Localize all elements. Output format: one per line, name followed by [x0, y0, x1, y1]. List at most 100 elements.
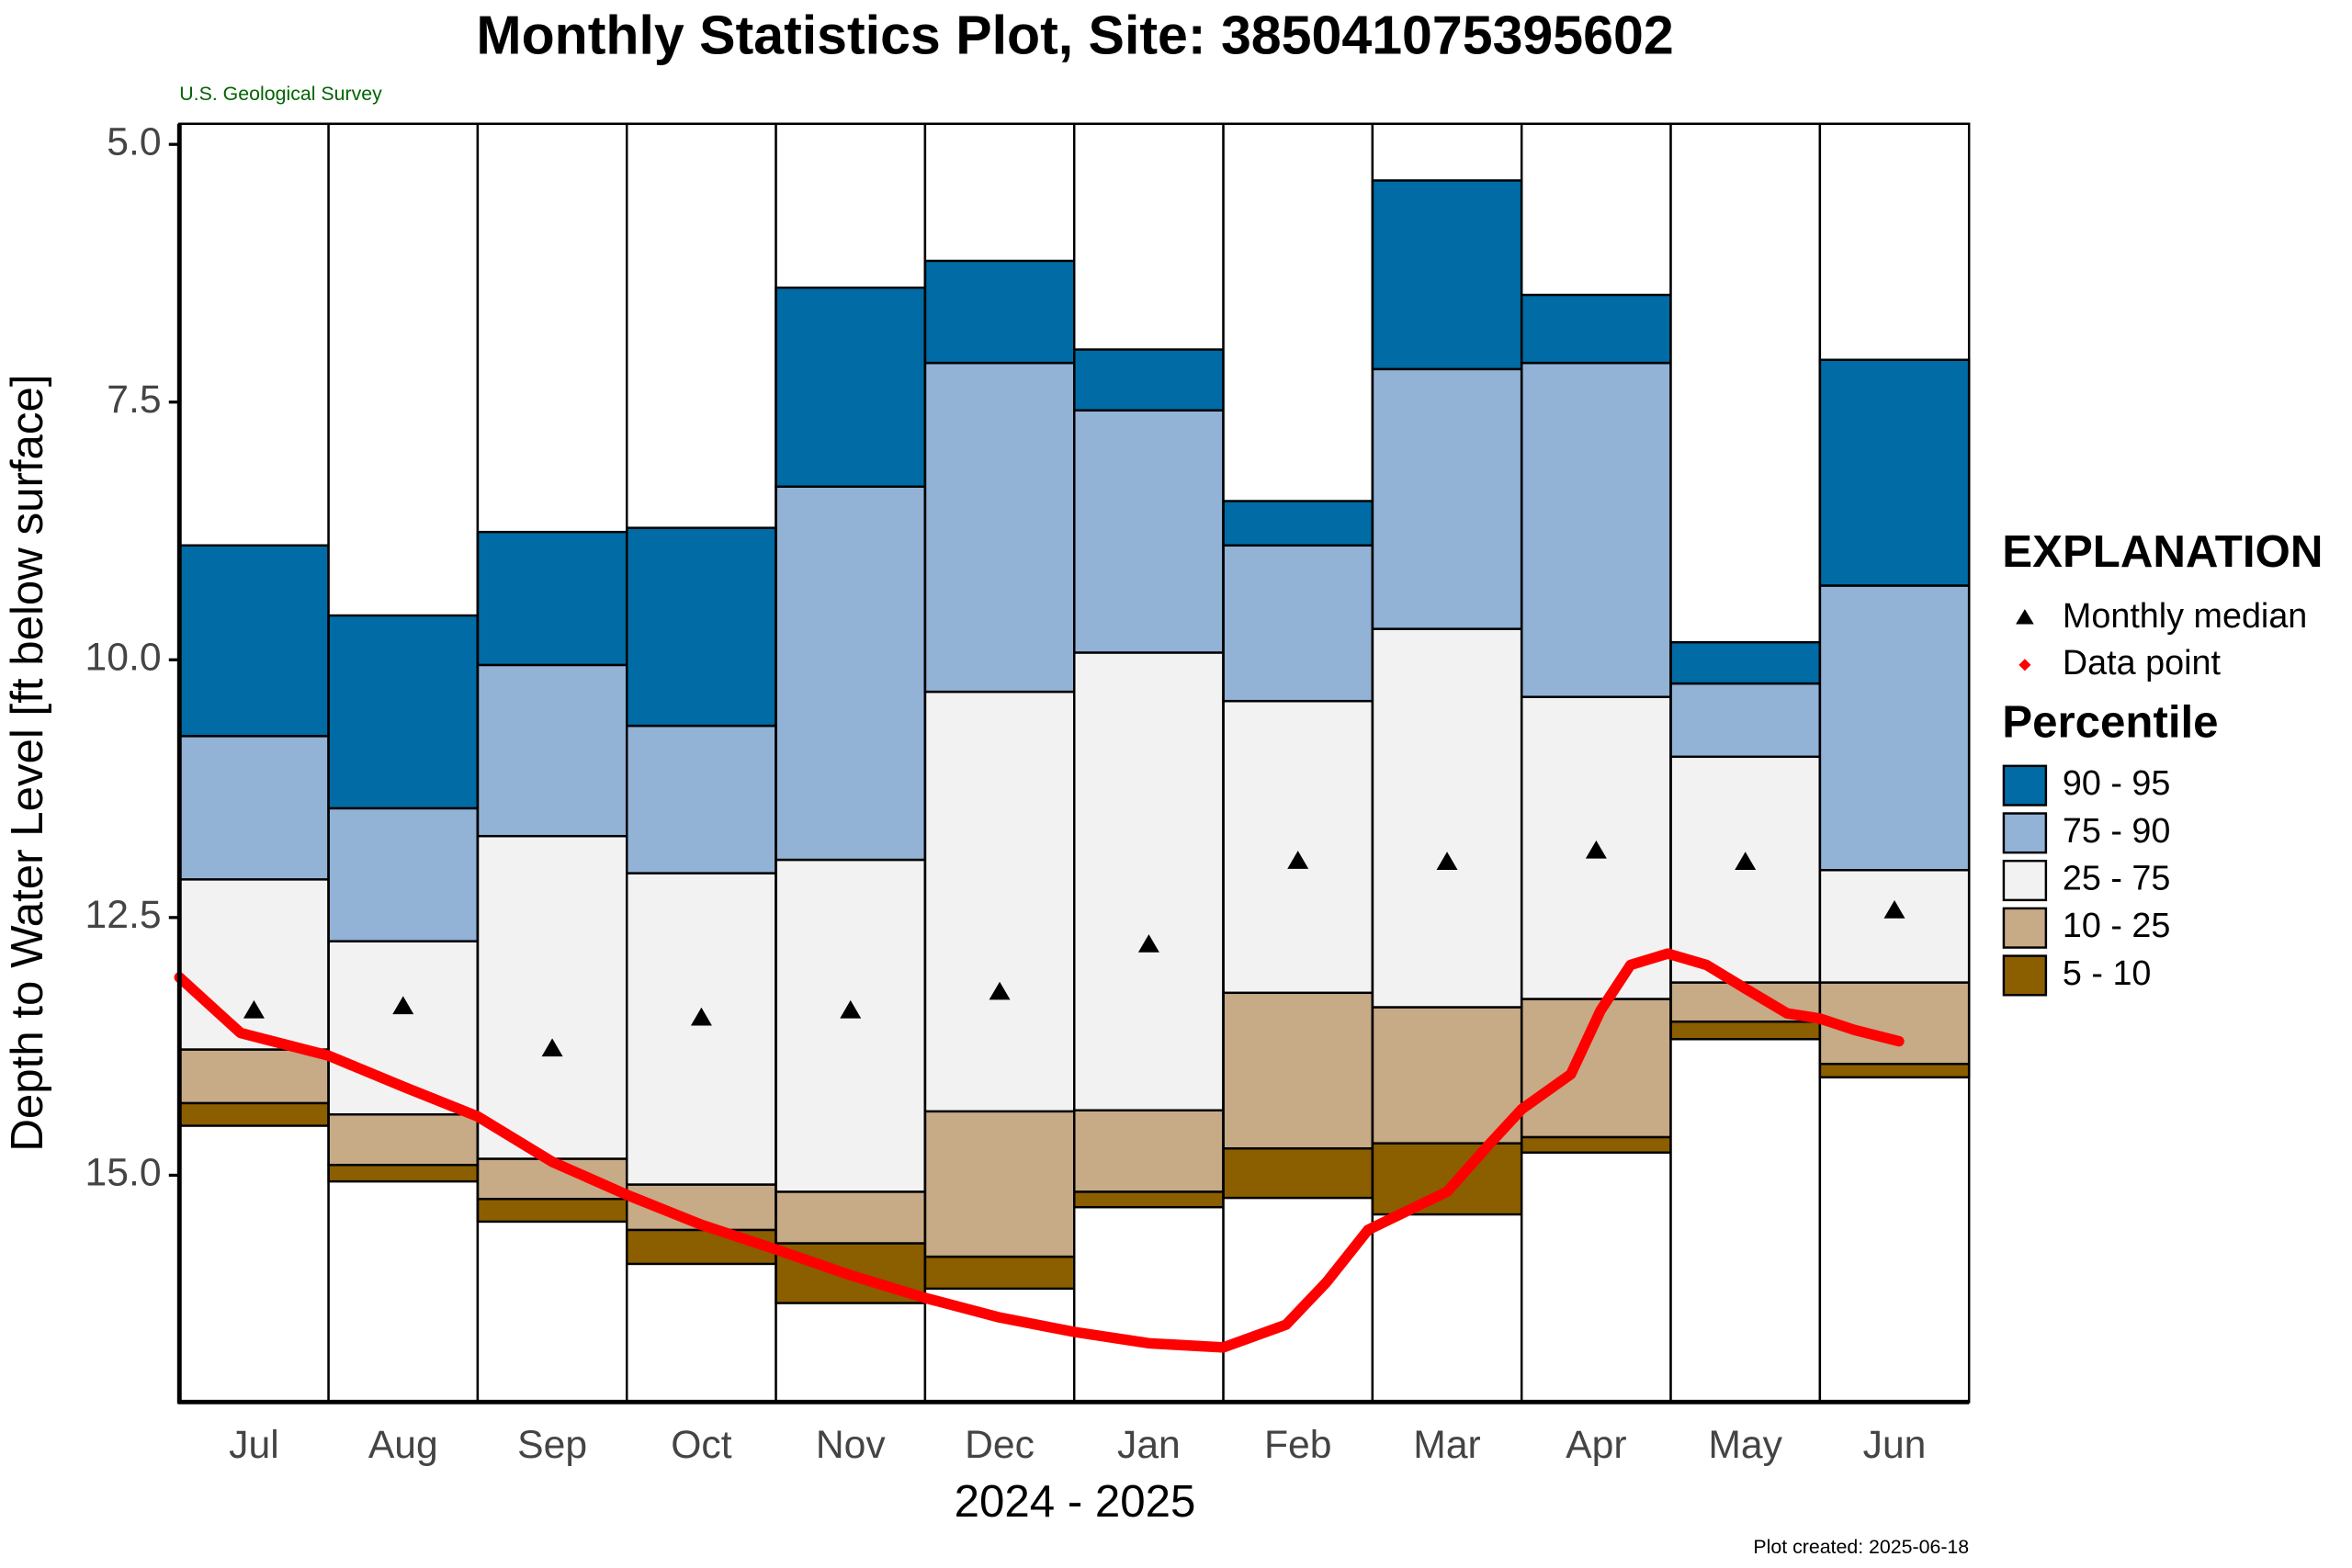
x-tick-label: Jul	[229, 1423, 279, 1467]
footnote: Plot created: 2025-06-18	[1753, 1536, 1969, 1558]
median-marker	[1287, 851, 1309, 869]
x-tick-label: Jun	[1863, 1423, 1927, 1467]
y-tick-label: 5.0	[107, 119, 161, 164]
y-tick-label: 10.0	[85, 636, 162, 680]
percentile-band	[626, 526, 777, 728]
percentile-band	[1818, 584, 1971, 872]
x-tick-label: Aug	[368, 1423, 438, 1467]
percentile-band	[775, 286, 927, 488]
percentile-band	[178, 1048, 330, 1105]
percentile-band	[1371, 1006, 1523, 1145]
percentile-band	[1520, 293, 1672, 365]
percentile-band	[1371, 179, 1523, 371]
percentile-band	[1818, 358, 1971, 587]
median-marker	[690, 1007, 712, 1026]
percentile-band	[178, 544, 330, 738]
median-marker	[1137, 934, 1159, 953]
percentile-band	[1222, 544, 1374, 703]
legend-swatch	[2002, 954, 2048, 997]
legend-swatch	[2002, 859, 2048, 902]
legend-label: 10 - 25	[2063, 906, 2170, 944]
percentile-band	[1222, 991, 1374, 1150]
y-tick-label: 12.5	[85, 893, 162, 937]
median-marker	[840, 999, 862, 1019]
y-axis-label: Depth to Water Level [ft below surface]	[2, 374, 52, 1151]
y-tick-label: 7.5	[107, 378, 161, 422]
median-marker	[1883, 900, 1905, 919]
x-axis-label: 2024 - 2025	[955, 1476, 1196, 1527]
percentile-band	[1818, 1062, 1971, 1079]
x-tick-label: Dec	[965, 1423, 1035, 1467]
legend-median-label: Monthly median	[2063, 596, 2307, 635]
subtitle: U.S. Geological Survey	[179, 83, 382, 105]
percentile-band	[1520, 1135, 1672, 1154]
percentile-band	[1072, 1190, 1225, 1209]
x-tick-label: Jan	[1117, 1423, 1181, 1467]
x-tick-label: Apr	[1566, 1423, 1626, 1467]
legend-label: 75 - 90	[2063, 811, 2170, 850]
legend-title: EXPLANATION	[2002, 526, 2323, 577]
legend-swatch	[2002, 812, 2048, 854]
percentile-band	[1669, 1020, 1822, 1041]
median-marker	[243, 999, 265, 1019]
percentile-band	[476, 663, 628, 838]
legend-label: 25 - 75	[2063, 858, 2170, 897]
percentile-band	[923, 259, 1076, 365]
data-line	[174, 948, 1905, 1353]
percentile-band	[923, 1255, 1076, 1291]
percentile-band	[775, 1190, 927, 1245]
percentile-band	[1669, 682, 1822, 759]
percentile-band	[1072, 348, 1225, 412]
percentile-band	[626, 724, 777, 874]
percentile-band	[1222, 1147, 1374, 1200]
percentile-band	[327, 614, 480, 810]
x-tick-label: Feb	[1264, 1423, 1332, 1467]
percentile-band	[626, 872, 777, 1186]
percentile-band	[476, 530, 628, 667]
x-tick-label: Nov	[816, 1423, 887, 1467]
chart-title: Monthly Statistics Plot, Site: 385041075…	[476, 5, 1673, 65]
x-tick-label: Mar	[1413, 1423, 1480, 1467]
percentile-band	[1371, 1142, 1523, 1216]
percentile-title: Percentile	[2002, 697, 2218, 748]
percentile-band	[1818, 869, 1971, 984]
x-tick-label: Sep	[517, 1423, 587, 1467]
legend-data-label: Data point	[2063, 643, 2222, 682]
percentile-band	[1072, 409, 1225, 654]
median-marker	[541, 1038, 563, 1057]
legend-label: 5 - 10	[2063, 953, 2152, 992]
median-marker	[989, 981, 1011, 1000]
y-tick-label: 15.0	[85, 1151, 162, 1195]
percentile-band	[1072, 1109, 1225, 1193]
percentile-band	[775, 485, 927, 862]
percentile-band	[476, 1198, 628, 1224]
percentile-band	[327, 807, 480, 942]
median-marker	[1436, 852, 1458, 870]
percentile-band	[1222, 500, 1374, 547]
median-marker	[1585, 840, 1607, 859]
percentile-band	[327, 1112, 480, 1167]
percentile-band	[178, 878, 330, 1051]
percentile-band	[1371, 627, 1523, 1009]
legend-swatch	[2002, 907, 2048, 949]
legend-data-symbol	[2018, 659, 2031, 671]
percentile-band	[476, 834, 628, 1160]
percentile-band	[923, 690, 1076, 1113]
percentile-band	[1520, 361, 1672, 698]
percentile-band	[923, 1110, 1076, 1258]
legend-swatch	[2002, 764, 2048, 807]
percentile-band	[1072, 651, 1225, 1111]
legend-label: 90 - 95	[2063, 763, 2170, 802]
legend-median-symbol	[2016, 609, 2034, 625]
percentile-band	[178, 1101, 330, 1127]
x-tick-label: Oct	[671, 1423, 732, 1467]
percentile-band	[775, 858, 927, 1193]
percentile-band	[327, 1163, 480, 1183]
percentile-band	[1371, 367, 1523, 630]
x-tick-label: May	[1708, 1423, 1782, 1467]
percentile-band	[1222, 699, 1374, 995]
percentile-band	[626, 1228, 777, 1266]
percentile-band	[923, 361, 1076, 694]
